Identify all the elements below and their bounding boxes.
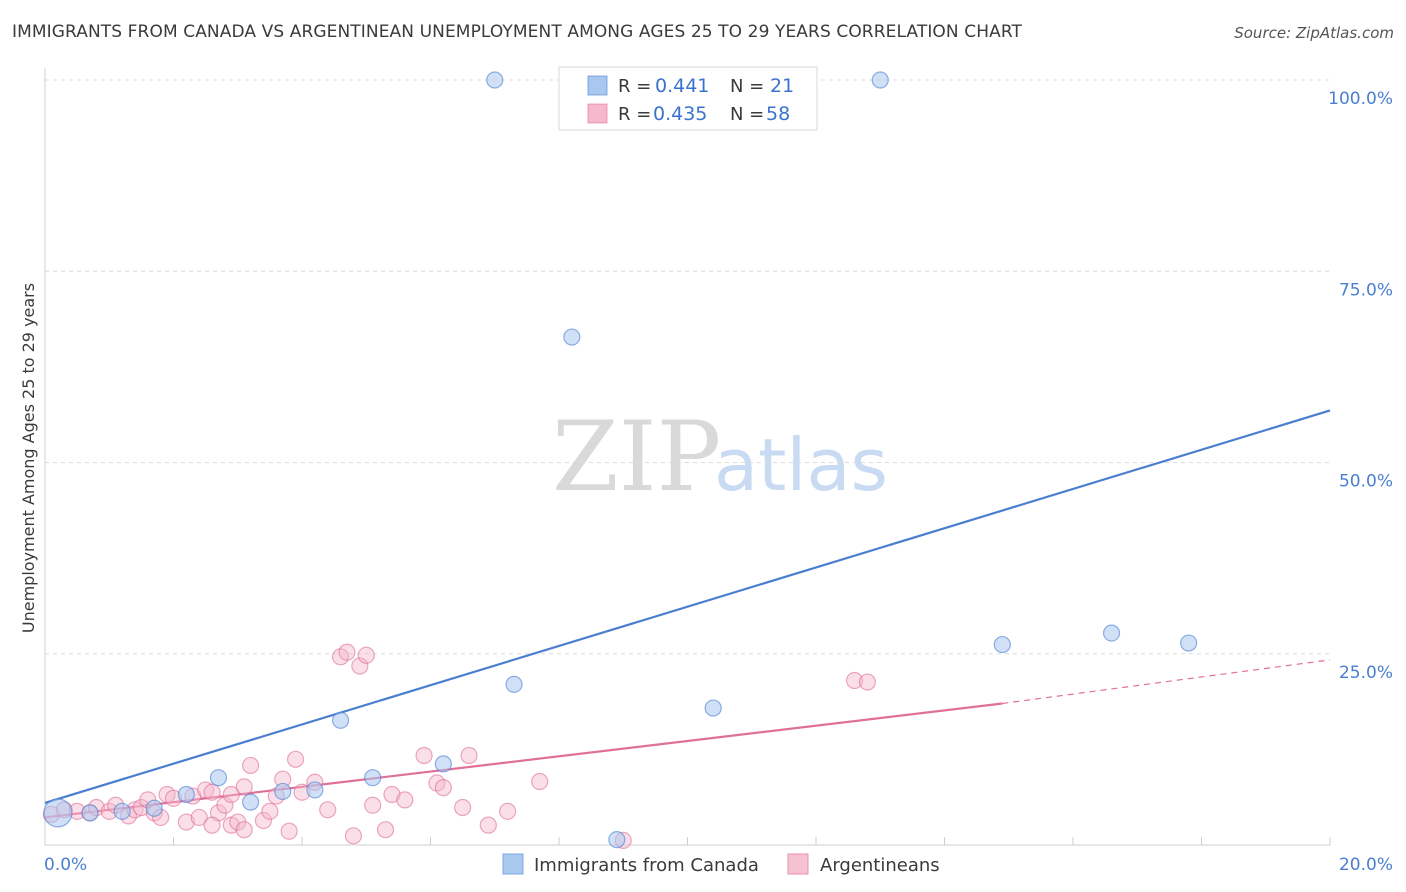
tick-labels: 100.0% 75.0% 50.0% 25.0% 0.0% 20.0%: [44, 89, 1393, 875]
argentineans-point-21: [216, 796, 234, 814]
canada-point-14: [563, 328, 581, 346]
canada-point-4: [177, 785, 195, 804]
argentineans-point-27: [242, 756, 260, 775]
argentineans-point-24: [222, 785, 240, 804]
argentineans-trend-line-extension: [1002, 659, 1331, 705]
canada-point-6: [242, 793, 260, 811]
stats-legend: R = 0.441 N = 21 R = 0.435 N = 58: [558, 66, 818, 131]
y-tick-label-2: 50.0%: [1339, 472, 1393, 492]
canada-point-15: [608, 831, 626, 849]
argentineans-point-56: [858, 673, 877, 691]
legend-n-value-argentineans: 58: [766, 103, 790, 125]
argentineans-point-28: [235, 821, 253, 839]
argentineans-point-17: [190, 808, 208, 827]
argentineans-point-53: [531, 772, 549, 791]
bottom-legend-label-argentineans: Argentineans: [820, 855, 940, 876]
argentineans-trend-line: [44, 702, 1003, 819]
legend-r-label-argentineans: R =: [618, 104, 651, 125]
canada-point-8: [306, 781, 324, 799]
gridlines: [45, 79, 1330, 655]
canada-point-18: [993, 635, 1011, 654]
canada-point-5: [209, 769, 228, 787]
canada-point-0: [43, 798, 73, 828]
argentineans-point-50: [460, 746, 478, 765]
canada-point-10: [364, 769, 382, 787]
argentineans-point-25: [235, 778, 253, 796]
canada-point-9: [331, 711, 350, 729]
argentineans-point-52: [499, 802, 517, 820]
canada-point-16: [704, 699, 722, 717]
argentineans-point-30: [261, 802, 279, 820]
argentineans-point-36: [319, 801, 337, 819]
canada-point-2: [113, 802, 131, 820]
chart-source: Source: ZipAtlas.com: [1234, 24, 1394, 42]
argentineans-point-44: [383, 785, 401, 804]
argentineans-point-57: [286, 750, 305, 768]
canada-point-20: [1180, 634, 1198, 652]
x-tick-label-0: 0.0%: [44, 855, 87, 875]
bottom-legend-label-canada: Immigrants from Canada: [534, 855, 759, 876]
argentineans-point-51: [479, 816, 497, 834]
canada-trend-line: [44, 409, 1331, 804]
argentineans-point-29: [254, 811, 273, 830]
argentineans-point-55: [845, 671, 864, 690]
watermark-atlas: atlas: [714, 423, 888, 507]
argentineans-point-41: [344, 827, 362, 845]
legend-r-value-argentineans: 0.435: [653, 103, 707, 125]
canada-point-3: [145, 799, 163, 817]
argentineans-point-48: [434, 779, 452, 797]
argentineans-point-15: [177, 813, 195, 831]
argentineans-point-40: [357, 646, 375, 664]
series-legend: Immigrants from Canada Argentineans: [502, 853, 940, 876]
legend-r-label-canada: R =: [618, 76, 651, 97]
legend-swatch-canada: [587, 75, 608, 96]
y-tick-label-1: 75.0%: [1339, 280, 1393, 300]
argentineans-point-43: [376, 821, 395, 839]
chart-title: IMMIGRANTS FROM CANADA VS ARGENTINEAN UN…: [12, 22, 1022, 42]
legend-n-value-canada: 21: [770, 75, 794, 97]
axes: [44, 68, 1331, 846]
canada-point-11: [434, 755, 452, 773]
bottom-legend-swatch-canada: [502, 853, 524, 875]
watermark-zip: ZIP: [552, 401, 721, 513]
argentineans-point-42: [364, 796, 382, 814]
x-tick-label-1: 20.0%: [1339, 855, 1393, 875]
canada-point-7: [274, 782, 292, 801]
argentineans-point-33: [280, 822, 298, 840]
legend-n-label-argentineans: N =: [730, 104, 764, 125]
y-axis-label: Unemployment Among Ages 25 to 29 years: [19, 283, 38, 633]
y-tick-label-0: 100.0%: [1328, 89, 1393, 109]
y-tick-label-3: 25.0%: [1339, 663, 1393, 683]
argentineans-point-45: [396, 791, 414, 809]
canada-point-1: [81, 804, 99, 822]
argentineans-point-39: [351, 657, 369, 675]
canada-point-19: [1102, 624, 1121, 642]
argentineans-point-19: [203, 783, 221, 801]
argentineans-point-49: [454, 798, 472, 817]
data-points: [42, 71, 1198, 850]
canada-point-17: [871, 71, 889, 89]
canada-point-13: [486, 71, 504, 89]
legend-n-label-canada: N =: [730, 76, 764, 97]
legend-swatch-argentineans: [587, 103, 608, 124]
argentineans-point-46: [415, 746, 433, 765]
legend-r-value-canada: 0.441: [655, 75, 709, 97]
argentineans-point-23: [203, 816, 221, 834]
bottom-legend-swatch-argentineans: [787, 853, 809, 875]
argentineans-point-38: [338, 643, 356, 661]
trend-lines: [44, 409, 1331, 819]
canada-point-12: [505, 675, 523, 693]
